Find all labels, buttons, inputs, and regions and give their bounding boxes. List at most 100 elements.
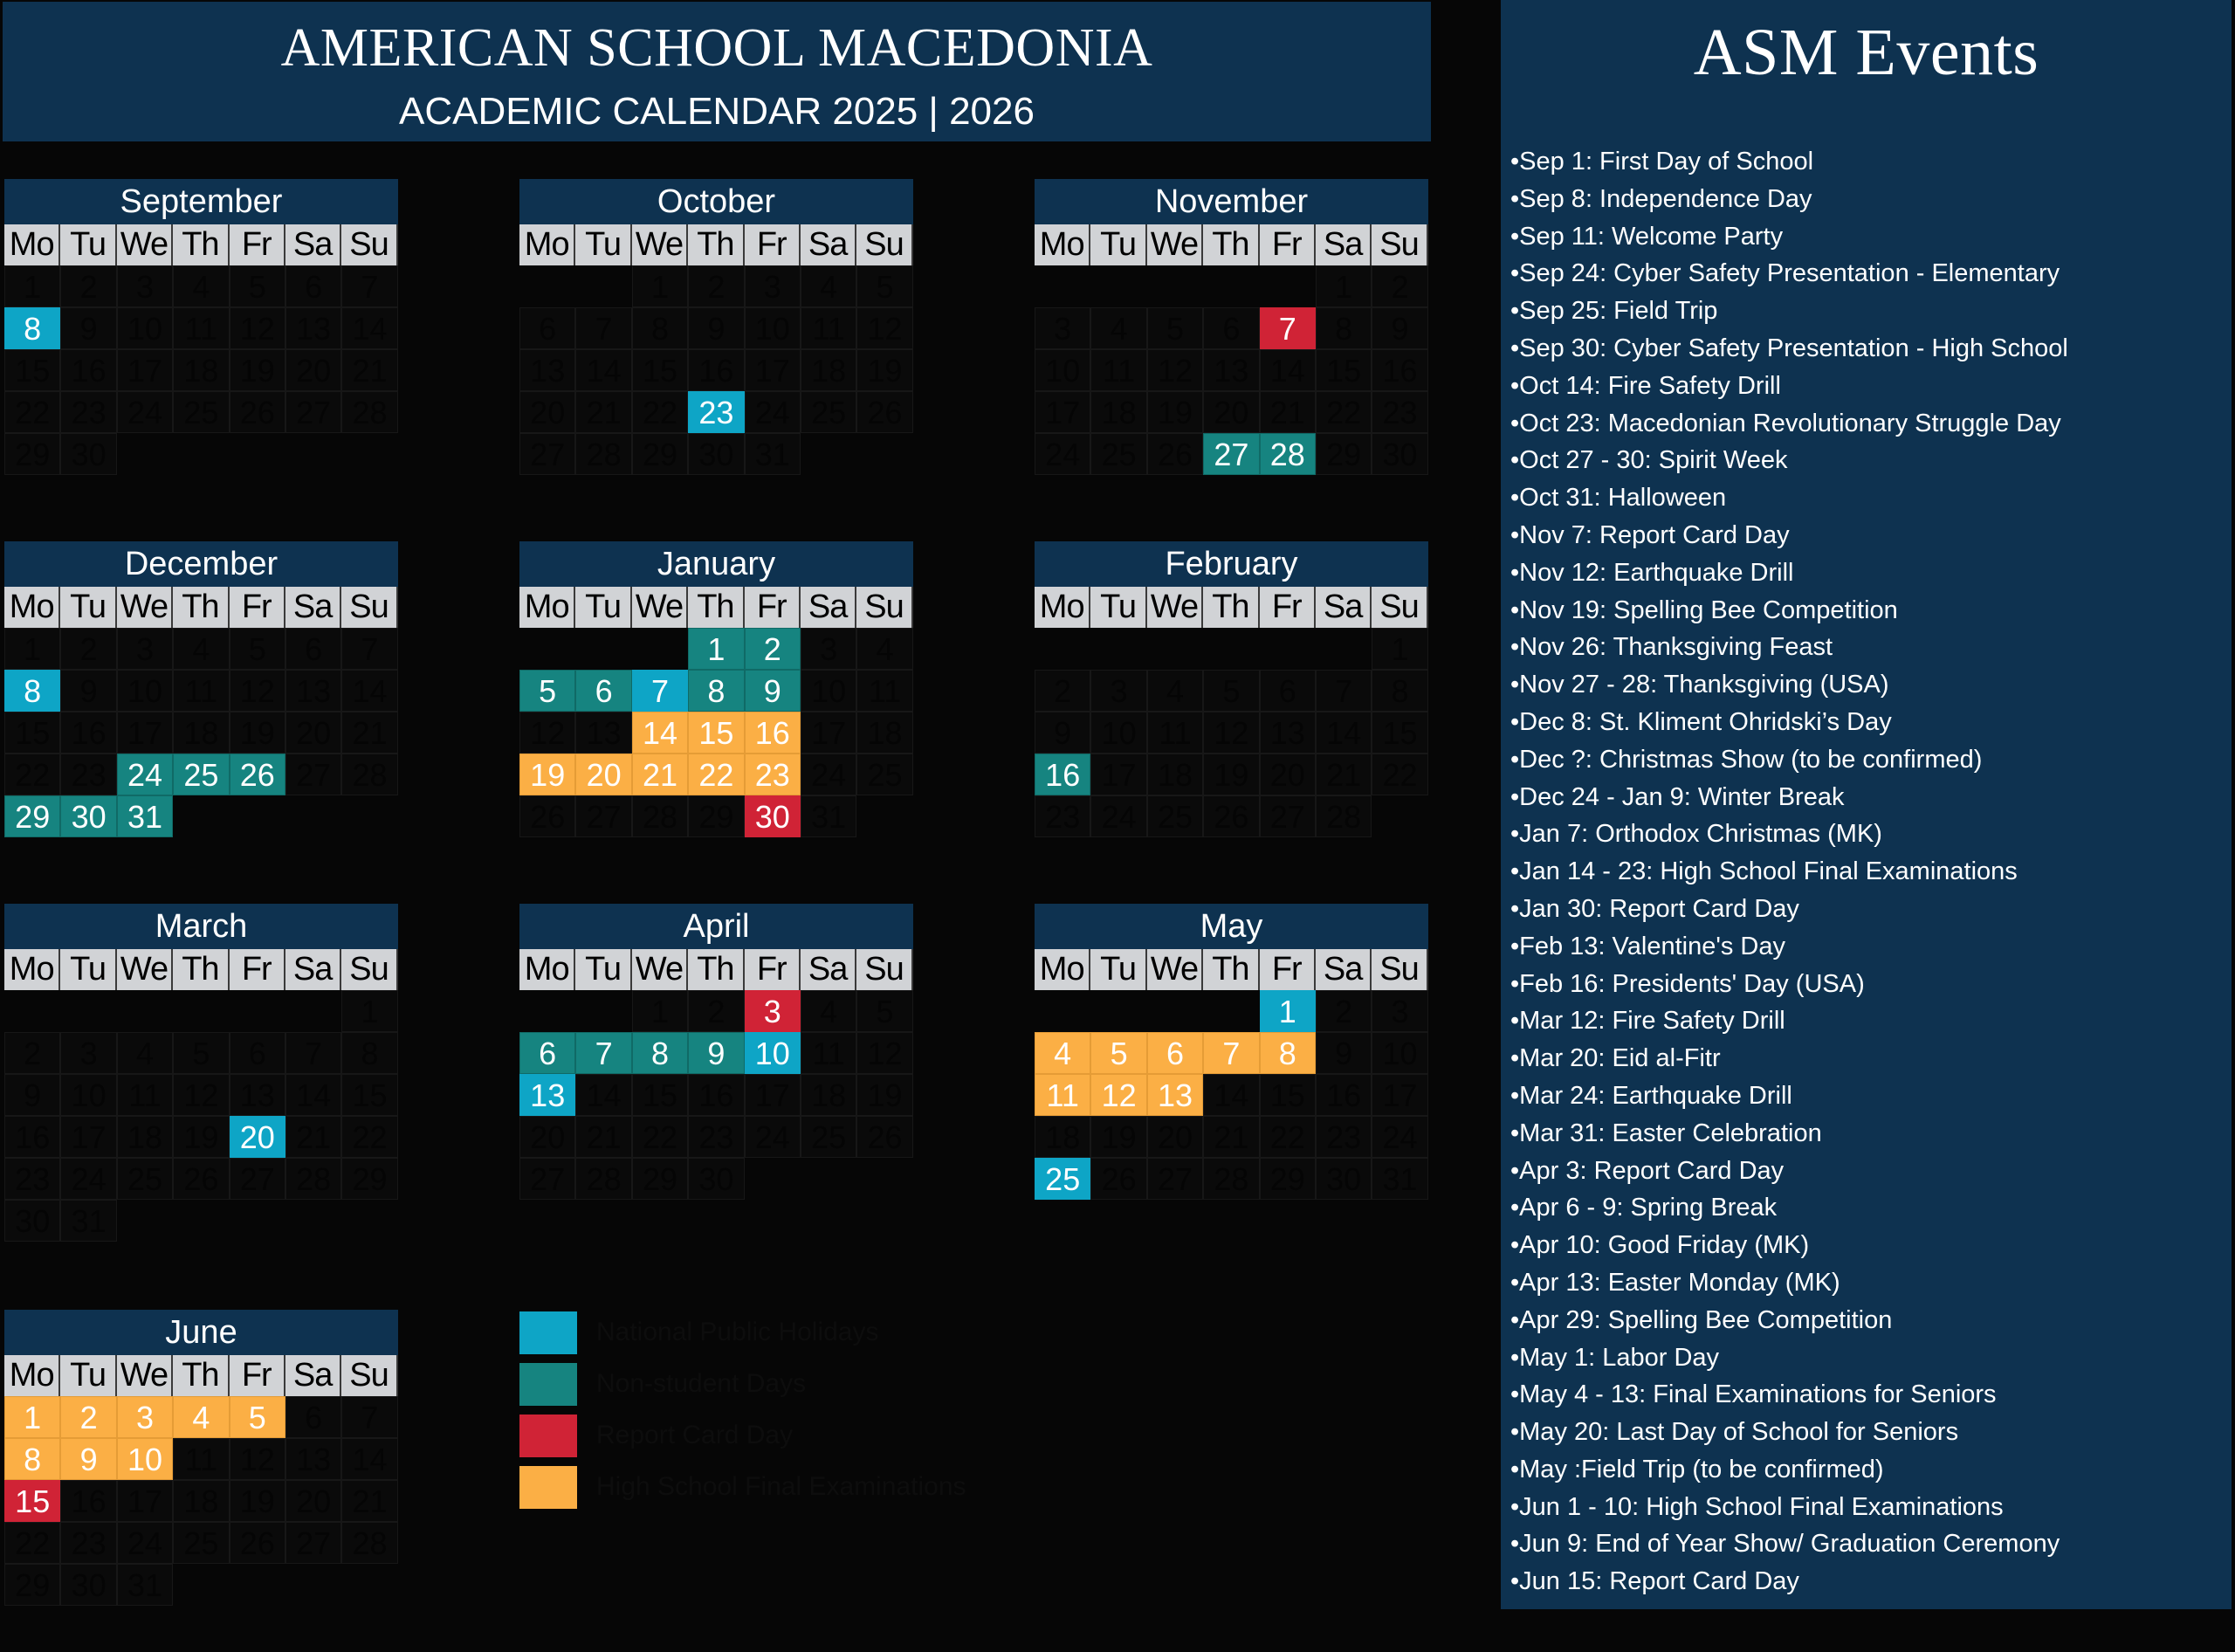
weekday-header: Tu xyxy=(575,949,632,990)
weekday-header: We xyxy=(116,224,174,265)
day-cell: 10 xyxy=(1090,712,1147,754)
month-february: February Mo Tu We Th Fr Sa Su 1 2 3 4 5 6 7 8 9 10 11 12 13 1… xyxy=(1035,541,1428,837)
day-cell: 9 xyxy=(688,307,745,349)
day-cell: 18 xyxy=(1090,391,1147,433)
day-cell: 19 xyxy=(173,1116,230,1158)
day-cell: 13 xyxy=(285,1438,342,1480)
day-cell: 19 xyxy=(229,349,285,391)
day-cell: 18 xyxy=(800,349,857,391)
event-item: •Sep 30: Cyber Safety Presentation - Hig… xyxy=(1510,334,2068,362)
day-cell: 9 xyxy=(60,307,117,349)
day-cell: 20 xyxy=(285,349,342,391)
day-cell: 23 xyxy=(1372,391,1428,433)
day-cell: 28 xyxy=(341,754,398,795)
day-cell: 12 xyxy=(519,712,576,754)
day-cell-exam: 1 xyxy=(4,1396,61,1438)
day-cell: 10 xyxy=(116,307,174,349)
empty-cell xyxy=(341,1564,397,1606)
day-cell: 16 xyxy=(60,349,117,391)
empty-cell xyxy=(173,1200,229,1242)
day-cell-exam: 19 xyxy=(519,754,576,795)
day-cell: 25 xyxy=(173,391,230,433)
day-cell-exam: 21 xyxy=(631,754,689,795)
report-swatch xyxy=(519,1414,577,1457)
weekday-header: Fr xyxy=(229,949,285,990)
event-item: •Dec 24 - Jan 9: Winter Break xyxy=(1510,782,1845,811)
day-cell: 20 xyxy=(1146,1116,1204,1158)
empty-cell xyxy=(1090,990,1146,1032)
event-item: •Mar 31: Easter Celebration xyxy=(1510,1119,1822,1147)
day-cell: 4 xyxy=(856,628,913,670)
day-cell-exam: 4 xyxy=(173,1396,230,1438)
month-title: October xyxy=(519,179,913,224)
weekday-header: Tu xyxy=(1090,587,1147,628)
day-cell: 31 xyxy=(744,433,801,475)
day-cell: 2 xyxy=(60,628,117,670)
weekday-header: Th xyxy=(173,224,230,265)
empty-cell xyxy=(856,1158,912,1200)
day-cell: 15 xyxy=(4,712,61,754)
day-cell: 4 xyxy=(1146,670,1204,712)
empty-cell xyxy=(519,990,575,1032)
weekday-header: Tu xyxy=(575,224,632,265)
day-cell-nonstudent: 27 xyxy=(1203,433,1260,475)
weekday-header: Fr xyxy=(229,1355,285,1396)
day-cell: 26 xyxy=(1090,1158,1147,1200)
day-cell: 25 xyxy=(856,754,913,795)
day-cell: 13 xyxy=(575,712,632,754)
day-cell: 13 xyxy=(285,670,342,712)
calendar-header-banner: AMERICAN SCHOOL MACEDONIA ACADEMIC CALEN… xyxy=(3,2,1431,141)
day-cell: 3 xyxy=(744,265,801,307)
weekday-header: Mo xyxy=(519,949,576,990)
day-cell: 28 xyxy=(341,391,398,433)
day-cell: 10 xyxy=(744,307,801,349)
empty-cell xyxy=(230,433,285,475)
weekday-header: Mo xyxy=(4,949,61,990)
weekday-header: Mo xyxy=(519,224,576,265)
day-cell: 25 xyxy=(1146,795,1204,837)
day-cell-nonstudent: 28 xyxy=(1259,433,1316,475)
day-cell: 19 xyxy=(856,349,913,391)
day-cell: 22 xyxy=(1372,754,1428,795)
day-cell: 11 xyxy=(173,307,230,349)
day-cell: 18 xyxy=(173,712,230,754)
day-cell: 12 xyxy=(1203,712,1260,754)
day-cell-exam: 22 xyxy=(688,754,745,795)
weekday-header: Th xyxy=(688,587,745,628)
day-cell: 24 xyxy=(60,1158,117,1200)
day-cell-nonstudent: 30 xyxy=(60,795,117,837)
empty-cell xyxy=(519,265,575,307)
month-grid: Mo Tu We Th Fr Sa Su 1 2 3 4 5 6 7 8 9 10 11 12 13 14 15 16 17 1… xyxy=(4,224,398,475)
day-cell: 5 xyxy=(856,265,913,307)
day-cell: 24 xyxy=(1035,433,1091,475)
weekday-header: Th xyxy=(688,949,745,990)
month-title: March xyxy=(4,904,398,949)
exam-swatch xyxy=(519,1465,577,1509)
day-cell: 12 xyxy=(229,1438,285,1480)
day-cell: 30 xyxy=(60,433,117,475)
day-cell: 28 xyxy=(285,1158,342,1200)
month-september: September Mo Tu We Th Fr Sa Su 1 2 3 4 5 6 7 8 9 10 11 12 13… xyxy=(4,179,398,475)
day-cell: 4 xyxy=(800,265,857,307)
day-cell: 22 xyxy=(1315,391,1372,433)
weekday-header: We xyxy=(631,224,689,265)
event-item: •Oct 23: Macedonian Revolutionary Strugg… xyxy=(1510,409,2061,437)
day-cell: 18 xyxy=(1035,1116,1091,1158)
day-cell: 2 xyxy=(688,990,745,1032)
day-cell: 31 xyxy=(1372,1158,1428,1200)
day-cell: 13 xyxy=(1259,712,1316,754)
day-cell: 20 xyxy=(519,391,576,433)
weekday-header: Fr xyxy=(744,949,801,990)
weekday-header: Fr xyxy=(229,587,285,628)
day-cell: 25 xyxy=(173,1522,230,1564)
month-title: November xyxy=(1035,179,1428,224)
day-cell: 28 xyxy=(631,795,689,837)
weekday-header: Mo xyxy=(4,1355,61,1396)
day-cell-exam: 13 xyxy=(1146,1074,1204,1116)
event-item: •Oct 14: Fire Safety Drill xyxy=(1510,371,1781,400)
weekday-header: Su xyxy=(856,587,913,628)
day-cell: 13 xyxy=(229,1074,285,1116)
day-cell: 6 xyxy=(1203,307,1260,349)
day-cell: 11 xyxy=(1146,712,1204,754)
weekday-header: Tu xyxy=(60,1355,117,1396)
